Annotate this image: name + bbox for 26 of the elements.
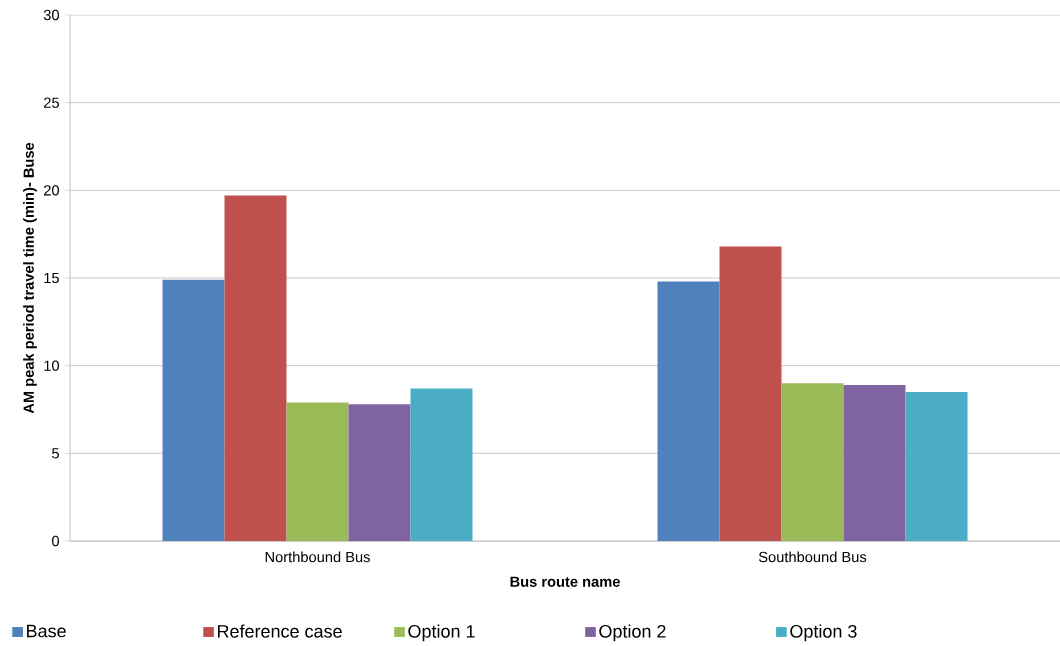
x-axis-title: Bus route name: [510, 576, 620, 587]
bar: [657, 281, 720, 541]
y-axis-title: AM peak period travel time (min)- Buse: [23, 142, 37, 414]
bar: [348, 404, 411, 541]
legend-label: Option 1: [408, 624, 475, 642]
y-tick-label: 0: [52, 535, 60, 547]
bar: [905, 391, 968, 541]
bar: [162, 279, 225, 541]
y-tick-label: 20: [44, 185, 60, 196]
bar: [224, 195, 287, 541]
bar: [719, 246, 782, 541]
y-tick-label: 15: [44, 272, 59, 284]
x-tick-label: Southbound Bus: [758, 551, 867, 563]
legend-label: Base: [27, 624, 66, 638]
bar: [843, 384, 906, 541]
bar: [286, 402, 349, 541]
y-tick-label: 30: [43, 9, 60, 21]
y-tick-label: 25: [44, 97, 59, 108]
legend-label: Option 2: [599, 624, 666, 642]
y-tick-label: 10: [44, 360, 60, 371]
y-tick-label: 5: [52, 448, 59, 459]
bar: [410, 388, 473, 541]
x-tick-label: Northbound Bus: [265, 551, 370, 563]
bar: [781, 383, 844, 541]
legend-label: Reference case: [218, 624, 342, 638]
legend-label: Option 3: [790, 624, 857, 642]
